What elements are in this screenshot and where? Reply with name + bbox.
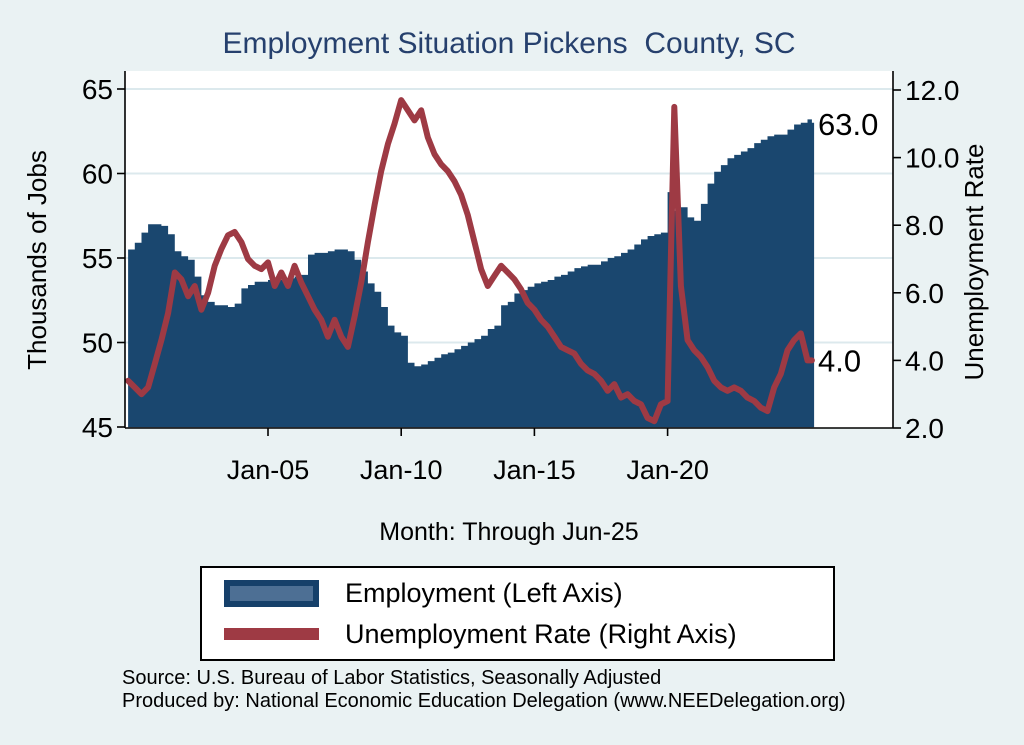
x-tick-label: Jan-20 xyxy=(626,455,709,485)
left-axis-title: Thousands of Jobs xyxy=(22,150,52,370)
left-tick-label: 50 xyxy=(82,328,113,359)
right-tick-label: 8.0 xyxy=(905,210,944,241)
right-tick-label: 4.0 xyxy=(905,345,944,376)
right-tick-label: 6.0 xyxy=(905,278,944,309)
employment-area xyxy=(128,119,815,428)
right-tick-label: 12.0 xyxy=(905,75,960,106)
left-tick-label: 45 xyxy=(82,412,113,443)
right-tick-label: 10.0 xyxy=(905,143,960,174)
legend-label-unemployment: Unemployment Rate (Right Axis) xyxy=(345,618,737,649)
left-tick-label: 65 xyxy=(82,74,113,105)
right-tick-label: 2.0 xyxy=(905,413,944,444)
x-tick-label: Jan-05 xyxy=(227,455,310,485)
legend-row-unemployment: Unemployment Rate (Right Axis) xyxy=(224,619,833,650)
x-tick-label: Jan-15 xyxy=(493,455,576,485)
source-note: Source: U.S. Bureau of Labor Statistics,… xyxy=(122,667,846,713)
legend-box: Employment (Left Axis) Unemployment Rate… xyxy=(200,566,835,661)
right-axis-title: Unemployment Rate xyxy=(959,143,989,381)
left-tick-label: 55 xyxy=(82,243,113,274)
employment-swatch-icon xyxy=(224,579,319,607)
employment-end-value-label: 63.0 xyxy=(818,107,878,142)
unemployment-end-value-label: 4.0 xyxy=(818,343,861,378)
x-axis-caption: Month: Through Jun-25 xyxy=(379,518,639,546)
source-line-2: Produced by: National Economic Education… xyxy=(122,690,846,712)
left-tick-label: 60 xyxy=(82,159,113,190)
x-tick-label: Jan-10 xyxy=(360,455,443,485)
legend-row-employment: Employment (Left Axis) xyxy=(224,578,833,609)
unemployment-line xyxy=(125,97,815,425)
source-line-1: Source: U.S. Bureau of Labor Statistics,… xyxy=(122,667,662,689)
chart-title: Employment Situation Pickens County, SC xyxy=(222,27,796,60)
legend-label-employment: Employment (Left Axis) xyxy=(345,577,623,608)
unemployment-swatch-icon xyxy=(224,628,319,640)
